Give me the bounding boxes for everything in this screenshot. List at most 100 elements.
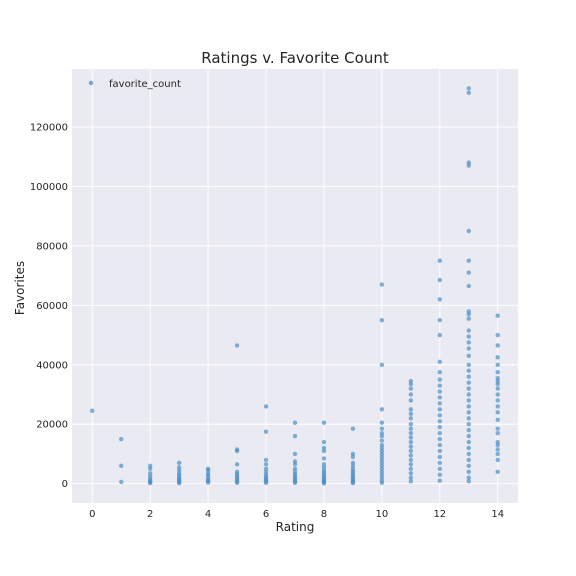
data-point: [495, 392, 500, 397]
data-point: [408, 416, 414, 421]
data-point: [263, 480, 269, 485]
data-point: [408, 422, 414, 427]
data-point: [408, 430, 414, 436]
data-point: [466, 433, 471, 439]
data-point: [437, 436, 443, 442]
data-point: [466, 270, 471, 275]
x-tick-label: 4: [205, 509, 211, 520]
data-point: [466, 479, 471, 484]
data-point: [408, 411, 414, 417]
data-point: [292, 462, 298, 467]
data-point: [466, 386, 471, 391]
data-point: [466, 416, 471, 421]
data-point: [119, 436, 124, 442]
x-tick-label: 6: [263, 509, 269, 520]
data-point: [321, 481, 327, 486]
data-point: [379, 420, 385, 425]
data-point: [437, 277, 443, 283]
data-point: [466, 346, 471, 351]
data-point: [495, 442, 500, 448]
data-point: [437, 317, 443, 323]
data-point: [437, 407, 443, 412]
data-point: [292, 420, 298, 425]
data-point: [437, 297, 443, 302]
y-tick-label: 80000: [36, 241, 68, 252]
data-point: [466, 380, 471, 385]
data-point: [350, 454, 356, 460]
data-point: [437, 478, 443, 483]
data-point: [437, 377, 443, 382]
data-point: [466, 439, 471, 445]
data-point: [437, 258, 443, 263]
data-point: [263, 404, 269, 409]
data-point: [90, 408, 95, 414]
data-point: [408, 453, 414, 458]
y-axis-label: Favorites: [13, 261, 27, 315]
data-point: [495, 370, 500, 375]
data-point: [408, 439, 414, 445]
legend-marker: [88, 80, 94, 86]
data-point: [495, 362, 500, 367]
data-point: [466, 312, 471, 317]
data-point: [495, 386, 500, 391]
data-point: [495, 381, 500, 387]
data-point: [205, 480, 211, 485]
data-point: [495, 355, 500, 360]
data-point: [495, 430, 500, 436]
data-point: [350, 426, 356, 431]
data-point: [437, 466, 443, 472]
data-point: [437, 448, 443, 454]
data-point: [321, 420, 327, 425]
data-point: [379, 317, 385, 323]
data-point: [176, 460, 182, 466]
data-point: [466, 451, 471, 457]
data-point: [408, 407, 414, 412]
data-point: [379, 407, 385, 412]
y-tick-label: 40000: [36, 360, 68, 371]
data-point: [495, 343, 500, 348]
data-point: [119, 463, 124, 469]
data-point: [408, 471, 414, 476]
data-point: [234, 480, 240, 485]
data-point: [408, 435, 414, 440]
data-point: [466, 457, 471, 463]
data-point: [466, 316, 471, 321]
data-point: [466, 228, 471, 234]
data-point: [466, 368, 471, 373]
data-point: [321, 456, 327, 461]
data-point: [466, 398, 471, 403]
data-point: [495, 313, 500, 318]
data-point: [379, 438, 385, 443]
data-point: [408, 462, 414, 467]
data-point: [379, 426, 385, 431]
data-point: [495, 447, 500, 452]
x-tick-label: 0: [89, 509, 95, 520]
data-point: [495, 426, 500, 431]
y-tick-label: 20000: [36, 420, 68, 431]
data-point: [437, 472, 443, 477]
data-point: [408, 386, 414, 391]
data-point: [379, 480, 385, 485]
data-point: [466, 374, 471, 379]
data-point: [495, 404, 500, 409]
data-point: [379, 282, 385, 287]
data-point: [321, 439, 327, 445]
data-point: [495, 469, 500, 474]
data-point: [466, 334, 471, 339]
data-point: [466, 340, 471, 345]
data-point: [437, 370, 443, 375]
data-point: [234, 448, 240, 454]
data-point: [495, 451, 500, 457]
data-point: [466, 163, 471, 168]
data-point: [466, 392, 471, 397]
data-point: [263, 457, 269, 463]
data-point: [292, 433, 298, 439]
data-point: [321, 448, 327, 454]
data-point: [466, 422, 471, 427]
data-point: [408, 457, 414, 463]
y-tick-label: 100000: [30, 182, 68, 193]
chart-title: Ratings v. Favorite Count: [201, 49, 389, 67]
data-point: [437, 389, 443, 394]
data-point: [408, 392, 414, 397]
